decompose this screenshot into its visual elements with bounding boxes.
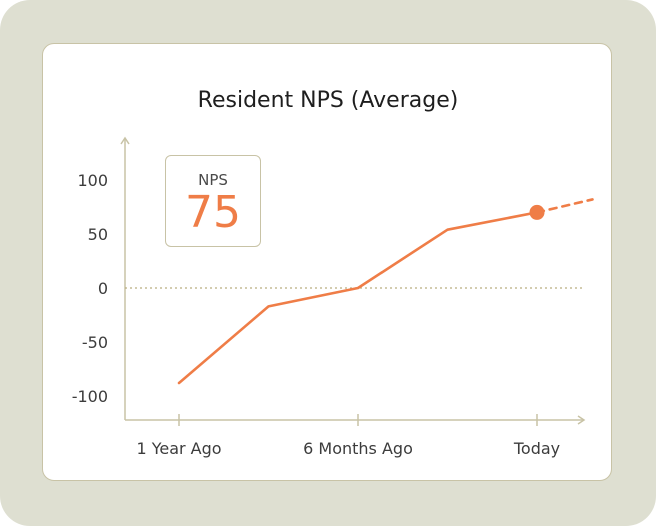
current-nps-point (529, 204, 545, 220)
y-tick-label: -100 (72, 387, 108, 406)
nps-badge-label: NPS (198, 171, 228, 189)
y-tick-label: 50 (88, 225, 108, 244)
nps-summary-badge: NPS 75 (165, 155, 261, 247)
nps-badge-value: 75 (185, 187, 241, 238)
y-tick-label: 100 (77, 171, 108, 190)
x-tick-label: Today (513, 439, 560, 458)
y-tick-label: -50 (82, 333, 108, 352)
nps-series-line (177, 211, 539, 385)
chart-card (42, 43, 612, 481)
x-tick-label: 1 Year Ago (136, 439, 221, 458)
nps-projection-line (535, 198, 594, 214)
y-axis-arrow (120, 136, 130, 145)
chart-title: Resident NPS (Average) (197, 88, 459, 113)
x-tick-label: 6 Months Ago (303, 439, 413, 458)
y-tick-label: 0 (98, 279, 108, 298)
x-axis-arrow (577, 415, 586, 425)
